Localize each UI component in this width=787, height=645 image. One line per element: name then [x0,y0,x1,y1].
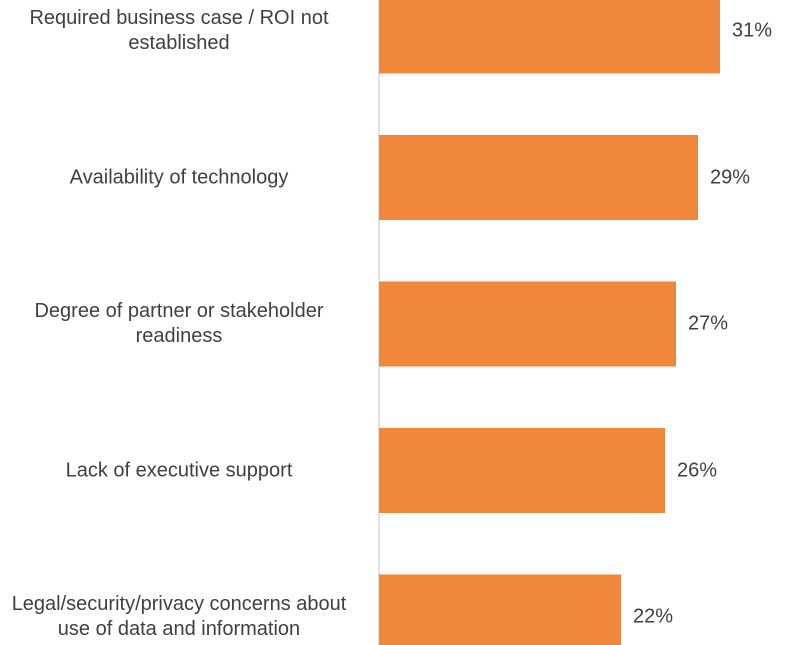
value-label-2: 29% [710,166,751,188]
value-label-4: 26% [677,459,718,481]
category-label-5: Legal/security/privacy concerns about us… [11,593,347,640]
value-label-3: 27% [688,312,729,335]
category-label-4: Lack of executive support [65,459,293,481]
bar-2 [379,135,698,220]
bar-4 [379,428,665,513]
category-label-3: Degree of partner or stakeholder readine… [34,300,324,347]
value-label-5: 22% [633,605,674,628]
bar-3 [379,281,676,367]
bar-1 [379,0,720,74]
category-label-1: Required business case / ROI not establi… [29,7,329,54]
value-label-1: 31% [732,19,773,42]
bar-5 [379,574,621,645]
category-label-2: Availability of technology [69,166,289,188]
